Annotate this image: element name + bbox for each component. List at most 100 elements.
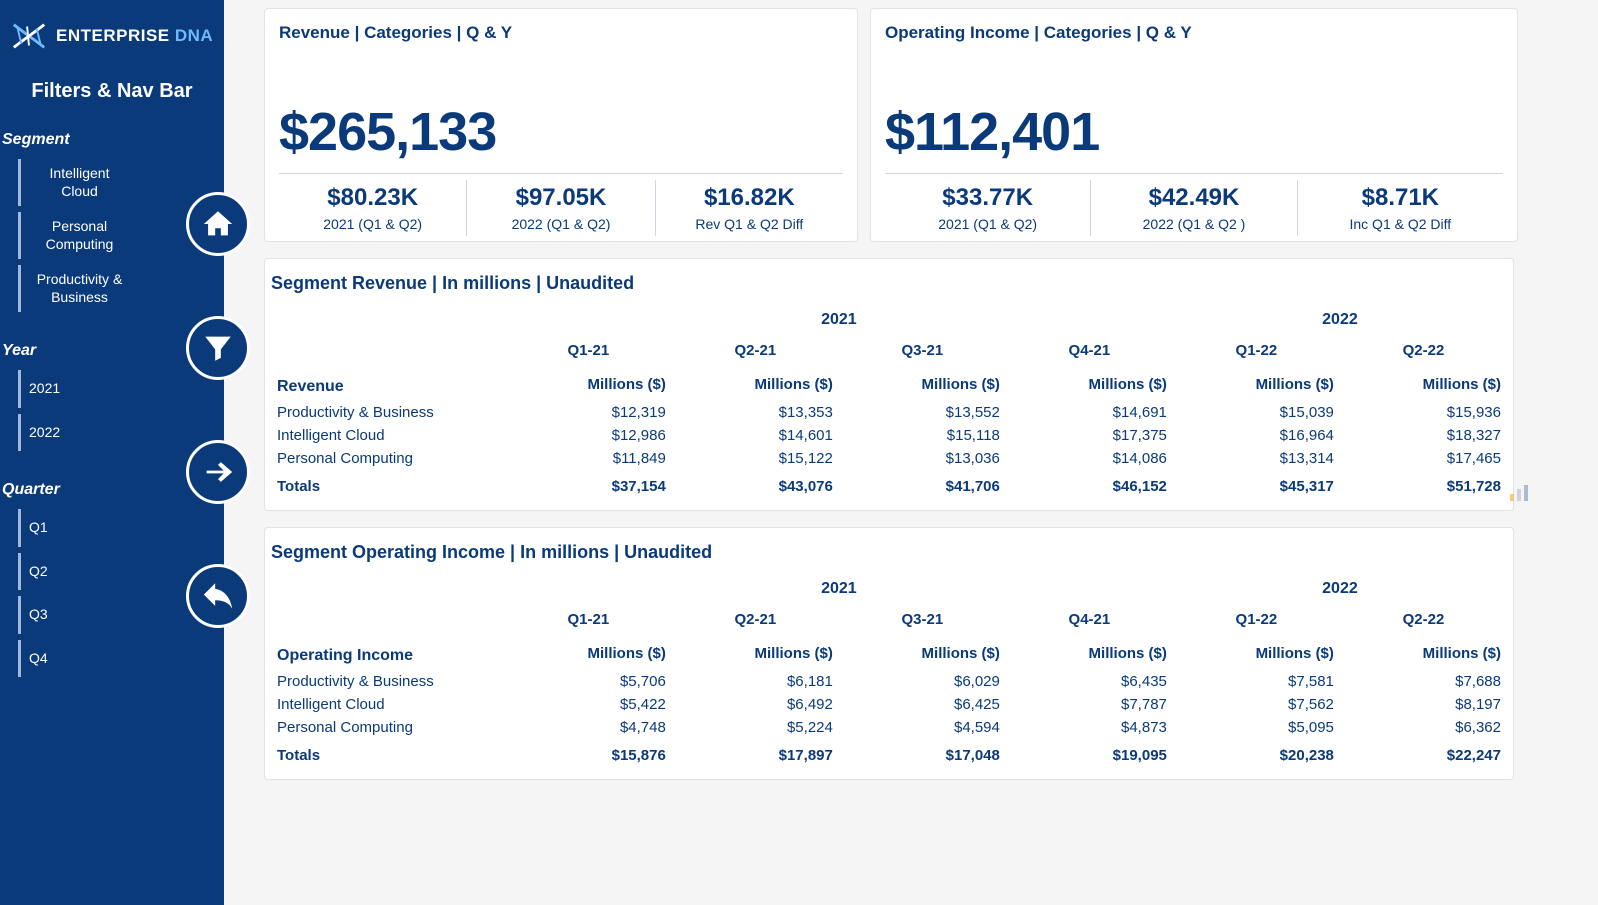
totals-value: $17,897 [672,739,839,767]
logo-text: ENTERPRISE DNA [56,26,213,46]
year-filter-2022[interactable]: 2022 [18,414,118,452]
totals-label: Totals [271,739,505,767]
quarter-filter-q4[interactable]: Q4 [18,640,118,678]
segment-filter-personal-computing[interactable]: Personal Computing [18,212,136,259]
sidebar: ENTERPRISE DNA Filters & Nav Bar Segment… [0,0,224,905]
quarter-header: Q4-21 [1006,332,1173,362]
cell-value: $18,327 [1340,424,1507,447]
cell-value: $7,787 [1006,693,1173,716]
quarter-header: Q1-21 [505,601,672,631]
kpi-mini-chart [514,53,843,159]
totals-row: Totals$37,154$43,076$41,706$46,152$45,31… [271,470,1507,498]
table-row: Productivity & Business$12,319$13,353$13… [271,401,1507,424]
segment-filter-productivity-business[interactable]: Productivity & Business [18,265,136,312]
arrow-right-icon [201,455,235,489]
totals-value: $15,876 [505,739,672,767]
nav-back-button[interactable] [186,564,250,628]
kpi-sub-label: 2022 (Q1 & Q2) [467,216,654,232]
kpi-big-value: $265,133 [279,105,496,159]
cell-value: $6,181 [672,670,839,693]
segment-filter-intelligent-cloud[interactable]: Intelligent Cloud [18,159,136,206]
cell-value: $11,849 [505,447,672,470]
table-row: Intelligent Cloud$12,986$14,601$15,118$1… [271,424,1507,447]
reply-icon [201,579,235,613]
cell-value: $17,375 [1006,424,1173,447]
row-label: Intelligent Cloud [271,693,505,716]
filter-icon [201,331,235,365]
cell-value: $15,118 [839,424,1006,447]
quarter-header: Q1-22 [1173,601,1340,631]
year-header: 2022 [1173,577,1507,601]
cell-value: $12,319 [505,401,672,424]
cell-value: $5,095 [1173,716,1340,739]
data-table: 20212022Q1-21Q2-21Q3-21Q4-21Q1-22Q2-22Op… [271,577,1507,767]
quarter-filter-q2[interactable]: Q2 [18,553,118,591]
quarter-header: Q1-22 [1173,332,1340,362]
kpi-sub-metric: $16.82K Rev Q1 & Q2 Diff [656,180,843,236]
unit-header: Millions ($) [1006,362,1173,401]
kpi-sub-label: Rev Q1 & Q2 Diff [656,216,843,232]
cell-value: $12,986 [505,424,672,447]
row-group-header: Operating Income [271,631,505,670]
quarter-header: Q2-22 [1340,601,1507,631]
quarter-filter-q3[interactable]: Q3 [18,596,118,634]
cell-value: $4,873 [1006,716,1173,739]
nav-filter-button[interactable] [186,316,250,380]
totals-value: $37,154 [505,470,672,498]
cell-value: $5,224 [672,716,839,739]
kpi-sub-label: 2021 (Q1 & Q2) [279,216,466,232]
unit-header: Millions ($) [505,631,672,670]
totals-value: $51,728 [1340,470,1507,498]
kpi-sub-value: $16.82K [656,184,843,212]
nav-forward-button[interactable] [186,440,250,504]
totals-value: $41,706 [839,470,1006,498]
cell-value: $15,122 [672,447,839,470]
cell-value: $4,748 [505,716,672,739]
nav-home-button[interactable] [186,192,250,256]
year-header: 2022 [1173,308,1507,332]
cell-value: $13,552 [839,401,1006,424]
dna-icon [10,22,48,50]
cell-value: $14,691 [1006,401,1173,424]
year-header: 2021 [505,577,1173,601]
main-area: Revenue | Categories | Q & Y $265,133 $80.… [224,0,1598,905]
totals-value: $43,076 [672,470,839,498]
unit-header: Millions ($) [1340,362,1507,401]
totals-value: $45,317 [1173,470,1340,498]
kpi-sub-metric: $80.23K 2021 (Q1 & Q2) [279,180,467,236]
cell-value: $13,353 [672,401,839,424]
totals-value: $22,247 [1340,739,1507,767]
kpi-sub-metric: $42.49K2022 (Q1 & Q2 ) [1091,180,1297,236]
cell-value: $8,197 [1340,693,1507,716]
cell-value: $5,422 [505,693,672,716]
logo: ENTERPRISE DNA [0,0,224,62]
kpi-sub-label: Inc Q1 & Q2 Diff [1298,216,1503,232]
quarter-header: Q3-21 [839,601,1006,631]
kpi-card-0: Revenue | Categories | Q & Y $265,133 $80.… [264,8,858,242]
kpi-title: Revenue | Categories | Q & Y [279,23,843,43]
kpi-sub-value: $80.23K [279,184,466,212]
cell-value: $17,465 [1340,447,1507,470]
widget-options-icon[interactable] [1509,484,1531,502]
kpi-sub-label: 2022 (Q1 & Q2 ) [1091,216,1296,232]
unit-header: Millions ($) [1340,631,1507,670]
row-group-header: Revenue [271,362,505,401]
quarter-header: Q2-22 [1340,332,1507,362]
segment-group-label: Segment [0,125,224,159]
kpi-sub-value: $8.71K [1298,184,1503,212]
quarter-filter-q1[interactable]: Q1 [18,509,118,547]
data-table: 20212022Q1-21Q2-21Q3-21Q4-21Q1-22Q2-22Re… [271,308,1507,498]
cell-value: $7,581 [1173,670,1340,693]
quarter-header: Q4-21 [1006,601,1173,631]
home-icon [201,207,235,241]
cell-value: $6,435 [1006,670,1173,693]
cell-value: $15,936 [1340,401,1507,424]
cell-value: $6,425 [839,693,1006,716]
unit-header: Millions ($) [1006,631,1173,670]
kpi-sub-metric: $8.71K Inc Q1 & Q2 Diff [1298,180,1503,236]
totals-value: $19,095 [1006,739,1173,767]
table-row: Personal Computing$4,748$5,224$4,594$4,8… [271,716,1507,739]
year-filter-2021[interactable]: 2021 [18,370,118,408]
table-row: Personal Computing$11,849$15,122$13,036$… [271,447,1507,470]
cell-value: $6,362 [1340,716,1507,739]
